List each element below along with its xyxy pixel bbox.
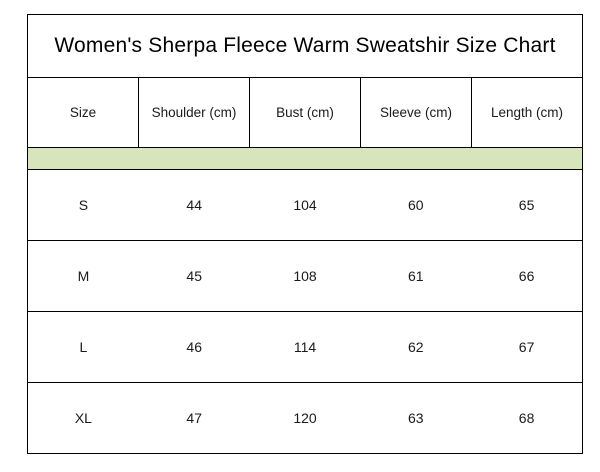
bust-cell: 114: [293, 339, 317, 355]
header-sleeve: Sleeve (cm): [361, 78, 472, 147]
table-row: XL 47 120 63 68: [28, 383, 582, 453]
length-cell: 68: [518, 410, 535, 426]
length-cell: 67: [518, 339, 535, 355]
shoulder-cell: 46: [186, 339, 202, 355]
sleeve-cell: 62: [408, 339, 424, 355]
chart-title: Women's Sherpa Fleece Warm Sweatshir Siz…: [28, 15, 582, 78]
size-cell: S: [78, 197, 89, 213]
sleeve-cell: 60: [408, 197, 424, 213]
length-cell: 65: [518, 197, 535, 213]
size-cell: L: [79, 339, 88, 355]
length-cell: 66: [518, 268, 535, 284]
bust-cell: 108: [293, 268, 317, 284]
sleeve-cell: 61: [408, 268, 424, 284]
size-cell: M: [77, 268, 90, 284]
shoulder-cell: 47: [186, 410, 202, 426]
sleeve-cell: 63: [408, 410, 424, 426]
size-chart-table: Women's Sherpa Fleece Warm Sweatshir Siz…: [27, 14, 583, 454]
table-row: S 44 104 60 65: [28, 170, 582, 241]
bust-cell: 104: [293, 197, 317, 213]
header-shoulder: Shoulder (cm): [139, 78, 250, 147]
header-size: Size: [28, 78, 139, 147]
table-row: L 46 114 62 67: [28, 312, 582, 383]
size-cell: XL: [74, 410, 92, 426]
header-bust: Bust (cm): [250, 78, 361, 147]
table-row: M 45 108 61 66: [28, 241, 582, 312]
header-row: Size Shoulder (cm) Bust (cm) Sleeve (cm)…: [28, 78, 582, 148]
separator-band: [28, 148, 582, 170]
shoulder-cell: 45: [186, 268, 202, 284]
bust-cell: 120: [293, 410, 317, 426]
header-length: Length (cm): [490, 105, 564, 120]
shoulder-cell: 44: [186, 197, 202, 213]
